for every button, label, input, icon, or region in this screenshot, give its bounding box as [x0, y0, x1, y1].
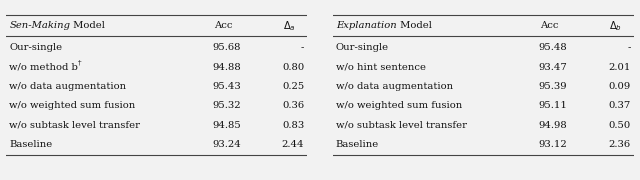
Text: $\Delta_{a}$: $\Delta_{a}$ [283, 19, 296, 33]
Text: w/o subtask level transfer: w/o subtask level transfer [336, 121, 467, 130]
Text: $\Delta_{b}$: $\Delta_{b}$ [609, 19, 622, 33]
Text: 2.44: 2.44 [282, 140, 304, 149]
Text: 0.25: 0.25 [282, 82, 304, 91]
Text: Acc: Acc [214, 21, 232, 30]
Text: -: - [301, 43, 304, 52]
Text: 0.80: 0.80 [282, 63, 304, 72]
Text: w/o hint sentence: w/o hint sentence [336, 63, 426, 72]
Text: -: - [627, 43, 630, 52]
Text: 94.88: 94.88 [212, 63, 241, 72]
Text: Baseline: Baseline [336, 140, 379, 149]
Text: 0.50: 0.50 [609, 121, 630, 130]
Text: 93.24: 93.24 [212, 140, 241, 149]
Text: 2.36: 2.36 [609, 140, 630, 149]
Text: 0.37: 0.37 [609, 101, 630, 110]
Text: Model: Model [70, 21, 106, 30]
Text: 95.68: 95.68 [212, 43, 241, 52]
Text: w/o data augmentation: w/o data augmentation [336, 82, 453, 91]
Text: 95.32: 95.32 [212, 101, 241, 110]
Text: 95.39: 95.39 [539, 82, 568, 91]
Text: 2.01: 2.01 [608, 63, 630, 72]
Text: 93.12: 93.12 [539, 140, 568, 149]
Text: Baseline: Baseline [10, 140, 52, 149]
Text: 95.11: 95.11 [538, 101, 568, 110]
Text: w/o weighted sum fusion: w/o weighted sum fusion [10, 101, 136, 110]
Text: w/o data augmentation: w/o data augmentation [10, 82, 127, 91]
Text: 94.85: 94.85 [212, 121, 241, 130]
Text: Sen-Making: Sen-Making [10, 21, 70, 30]
Text: 0.36: 0.36 [282, 101, 304, 110]
Text: 0.09: 0.09 [609, 82, 630, 91]
Text: 0.83: 0.83 [282, 121, 304, 130]
Text: w/o weighted sum fusion: w/o weighted sum fusion [336, 101, 462, 110]
Text: 93.47: 93.47 [539, 63, 568, 72]
Text: 95.43: 95.43 [212, 82, 241, 91]
Text: 94.98: 94.98 [539, 121, 568, 130]
Text: †: † [78, 59, 82, 67]
Text: Model: Model [397, 21, 431, 30]
Text: w/o method b: w/o method b [10, 63, 78, 72]
Text: w/o subtask level transfer: w/o subtask level transfer [10, 121, 140, 130]
Text: Explanation: Explanation [336, 21, 397, 30]
Text: Our-single: Our-single [336, 43, 389, 52]
Text: Our-single: Our-single [10, 43, 63, 52]
Text: Acc: Acc [540, 21, 559, 30]
Text: 95.48: 95.48 [539, 43, 568, 52]
